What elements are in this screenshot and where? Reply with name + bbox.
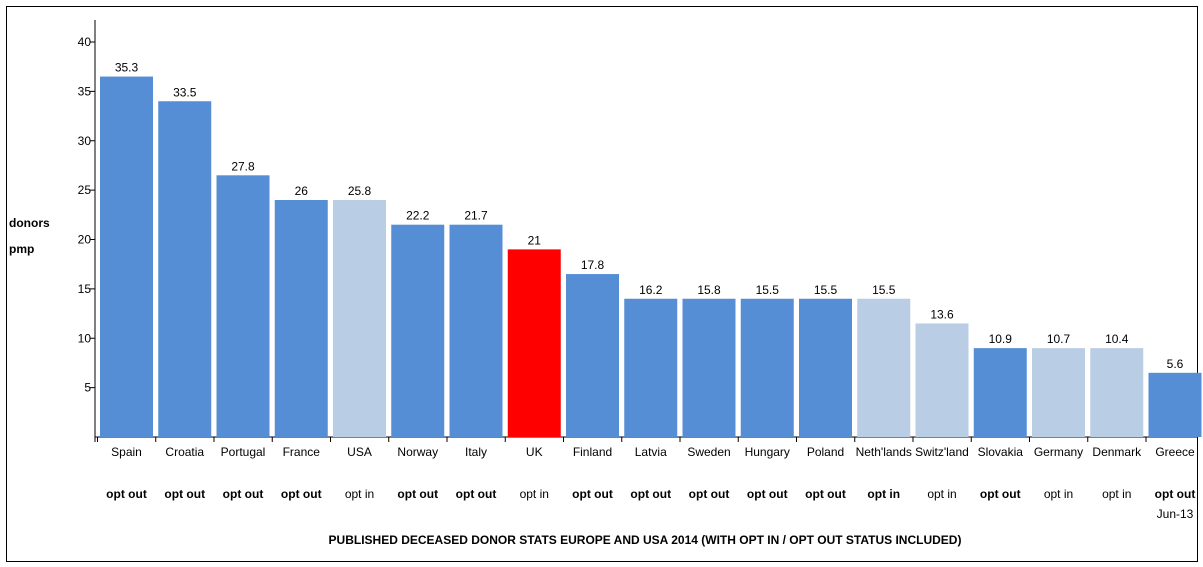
y-tick-label: 25 [78, 183, 92, 197]
note-label: Jun-13 [1157, 507, 1194, 521]
value-label: 33.5 [173, 85, 197, 99]
value-label: 17.8 [581, 258, 605, 272]
value-label: 15.8 [697, 283, 721, 297]
category-label: Hungary [745, 445, 790, 459]
status-label: opt out [164, 487, 205, 501]
bar-latvia [624, 298, 678, 437]
bar-switzland [915, 323, 969, 437]
status-label: opt in [345, 487, 374, 501]
status-label: opt out [805, 487, 846, 501]
value-label: 5.6 [1167, 357, 1184, 371]
y-tick-label: 5 [84, 381, 91, 395]
value-label: 22.2 [406, 209, 430, 223]
value-label: 25.8 [348, 184, 372, 198]
y-axis-label-line-2: pmp [9, 242, 34, 256]
category-label: France [283, 445, 321, 459]
status-label: opt out [630, 487, 671, 501]
category-label: Spain [111, 445, 142, 459]
value-label: 27.8 [231, 159, 255, 173]
bar-portugal [216, 175, 270, 437]
category-label: Switz'land [915, 445, 969, 459]
y-tick-label: 15 [78, 282, 92, 296]
bar-finland [566, 274, 619, 437]
value-label: 16.2 [639, 283, 663, 297]
status-label: opt in [1102, 487, 1131, 501]
value-label: 13.6 [930, 307, 954, 321]
category-label: Portugal [221, 445, 266, 459]
category-label: Norway [397, 445, 438, 459]
category-label: Neth'lands [856, 445, 912, 459]
bar-hungary [740, 298, 794, 437]
category-label: Croatia [165, 445, 204, 459]
value-label: 26 [295, 184, 309, 198]
y-tick-label: 40 [78, 35, 92, 49]
status-label: opt out [281, 487, 322, 501]
status-label: opt out [456, 487, 497, 501]
labels: 35.3 Spain opt out 33.5 Croatia opt out 27.8 Po… [106, 61, 1195, 521]
bar-nethlands [857, 298, 911, 437]
bar-usa [333, 200, 386, 437]
y-tick-label: 10 [78, 331, 92, 345]
status-label: opt out [980, 487, 1021, 501]
status-label: opt out [572, 487, 613, 501]
bar-slovakia [973, 348, 1027, 437]
category-label: Finland [573, 445, 612, 459]
bar-denmark [1090, 348, 1144, 437]
status-label: opt out [223, 487, 264, 501]
bar-greece [1148, 372, 1202, 437]
status-label: opt out [106, 487, 147, 501]
y-tick-label: 35 [78, 84, 92, 98]
status-label: opt out [689, 487, 730, 501]
value-label: 10.9 [989, 332, 1013, 346]
bar-france [274, 200, 328, 437]
status-label: opt in [927, 487, 956, 501]
category-label: USA [347, 445, 372, 459]
category-label: Latvia [635, 445, 667, 459]
bar-spain [100, 76, 153, 437]
y-tick-label: 30 [78, 134, 92, 148]
category-label: Denmark [1092, 445, 1142, 459]
category-label: Germany [1034, 445, 1083, 459]
bar-italy [449, 224, 503, 437]
bars [100, 76, 1202, 437]
bar-norway [391, 224, 445, 437]
bar-germany [1032, 348, 1085, 437]
y-axis-label-line-1: donors [9, 216, 50, 230]
status-label: opt in [520, 487, 549, 501]
status-label: opt out [397, 487, 438, 501]
category-label: Slovakia [978, 445, 1024, 459]
value-label: 10.4 [1105, 332, 1129, 346]
category-label: UK [526, 445, 543, 459]
bar-sweden [682, 298, 736, 437]
value-label: 21.7 [464, 209, 488, 223]
bar-poland [799, 298, 852, 437]
bar-croatia [158, 101, 212, 437]
chart-title: PUBLISHED DECEASED DONOR STATS EUROPE AN… [329, 533, 962, 547]
value-label: 21 [528, 233, 542, 247]
category-label: Greece [1155, 445, 1195, 459]
value-label: 15.5 [814, 283, 838, 297]
value-label: 15.5 [756, 283, 780, 297]
category-label: Italy [465, 445, 487, 459]
category-label: Poland [807, 445, 844, 459]
value-label: 15.5 [872, 283, 896, 297]
status-label: opt out [747, 487, 788, 501]
status-label: opt in [867, 487, 900, 501]
status-label: opt out [1155, 487, 1196, 501]
y-tick-label: 20 [78, 233, 92, 247]
value-label: 35.3 [115, 61, 139, 75]
value-label: 10.7 [1047, 332, 1071, 346]
status-label: opt in [1044, 487, 1073, 501]
category-label: Sweden [687, 445, 730, 459]
bar-uk [507, 249, 561, 437]
